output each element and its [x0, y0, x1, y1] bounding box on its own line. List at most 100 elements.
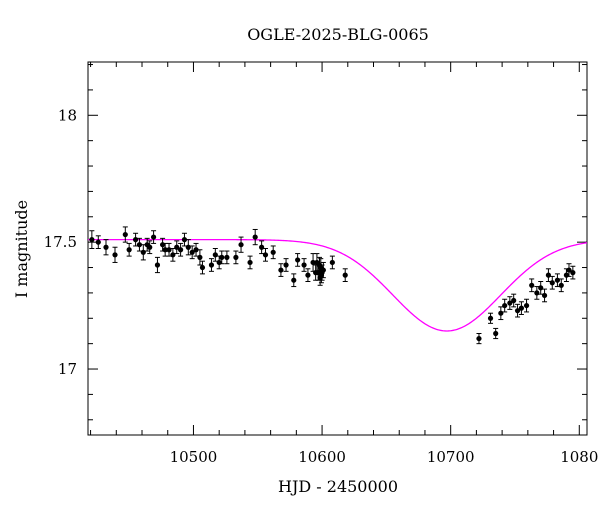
data-point: [247, 255, 253, 270]
point-marker: [166, 247, 172, 253]
point-marker: [150, 234, 157, 240]
data-point: [507, 296, 513, 310]
data-point: [541, 288, 548, 303]
data-point: [305, 268, 311, 282]
point-marker: [262, 252, 269, 258]
data-point: [342, 268, 348, 282]
x-tick-label: 10500: [170, 448, 218, 466]
point-marker: [185, 244, 191, 250]
axis-tick-labels: 10500 10600 10700 1080 17 17.5 18: [44, 106, 599, 466]
data-point: [518, 301, 525, 315]
data-point: [301, 258, 307, 272]
data-point: [538, 280, 544, 295]
data-point: [493, 327, 499, 340]
point-marker: [534, 290, 540, 296]
data-point: [476, 333, 482, 345]
data-point: [233, 250, 239, 265]
point-marker: [493, 330, 499, 337]
axis-ticks: [88, 62, 587, 435]
point-marker: [529, 282, 535, 288]
data-point: [545, 268, 552, 282]
point-marker: [523, 302, 530, 309]
data-point: [295, 253, 301, 267]
point-marker: [295, 257, 301, 263]
y-tick-label: 18: [58, 106, 77, 124]
chart-title: OGLE-2025-BLG-0065: [247, 25, 429, 44]
point-marker: [208, 262, 215, 268]
point-marker: [541, 292, 548, 299]
point-marker: [507, 300, 513, 306]
point-marker: [112, 252, 118, 258]
point-marker: [502, 302, 508, 309]
point-marker: [193, 247, 199, 253]
point-marker: [301, 262, 307, 268]
data-point: [259, 240, 265, 255]
point-marker: [554, 277, 561, 283]
data-point: [566, 263, 572, 277]
point-marker: [563, 272, 570, 278]
data-points: [89, 226, 576, 345]
data-point: [283, 258, 289, 272]
point-marker: [189, 249, 195, 255]
point-marker: [270, 249, 276, 255]
data-point: [570, 265, 576, 280]
point-marker: [259, 244, 265, 250]
y-axis-label: I magnitude: [12, 200, 31, 298]
data-point: [320, 261, 326, 279]
data-point: [487, 312, 494, 324]
point-marker: [487, 315, 494, 321]
point-marker: [122, 231, 128, 238]
data-point: [252, 228, 258, 246]
point-marker: [511, 297, 517, 304]
point-marker: [132, 237, 139, 243]
x-tick-label: 10700: [427, 448, 475, 466]
point-marker: [147, 244, 153, 250]
point-marker: [233, 254, 239, 260]
data-point: [554, 273, 561, 288]
point-marker: [103, 244, 109, 250]
data-point: [147, 240, 153, 255]
data-point: [238, 236, 244, 253]
data-point: [523, 298, 530, 313]
data-point: [224, 250, 230, 265]
point-marker: [558, 282, 564, 288]
point-marker: [136, 242, 143, 248]
data-point: [329, 255, 335, 270]
point-marker: [305, 272, 311, 278]
data-point: [181, 232, 188, 247]
point-marker: [154, 262, 161, 268]
point-marker: [566, 267, 572, 273]
data-point: [162, 242, 168, 257]
point-marker: [140, 249, 146, 255]
x-tick-label: 1080: [560, 448, 598, 466]
data-point: [529, 278, 535, 293]
data-point: [262, 248, 269, 262]
data-point: [174, 240, 180, 255]
data-point: [291, 273, 297, 288]
point-marker: [549, 280, 555, 286]
data-point: [549, 275, 555, 290]
data-point: [314, 253, 320, 272]
point-marker: [159, 242, 166, 248]
point-marker: [538, 285, 544, 291]
data-point: [278, 263, 284, 277]
point-marker: [216, 259, 222, 266]
model-curve: [88, 238, 588, 332]
data-point: [534, 286, 540, 300]
data-point: [126, 242, 132, 257]
point-marker: [310, 259, 316, 266]
point-marker: [476, 335, 482, 342]
data-point: [219, 250, 225, 265]
point-marker: [162, 247, 168, 253]
data-point: [212, 248, 218, 262]
point-marker: [197, 254, 203, 260]
data-point: [558, 278, 564, 293]
point-marker: [278, 267, 284, 273]
data-point: [185, 239, 191, 256]
point-marker: [498, 310, 504, 316]
data-point: [177, 242, 184, 257]
data-point: [112, 246, 118, 263]
data-point: [95, 235, 101, 249]
point-marker: [283, 262, 289, 268]
point-marker: [174, 244, 180, 250]
